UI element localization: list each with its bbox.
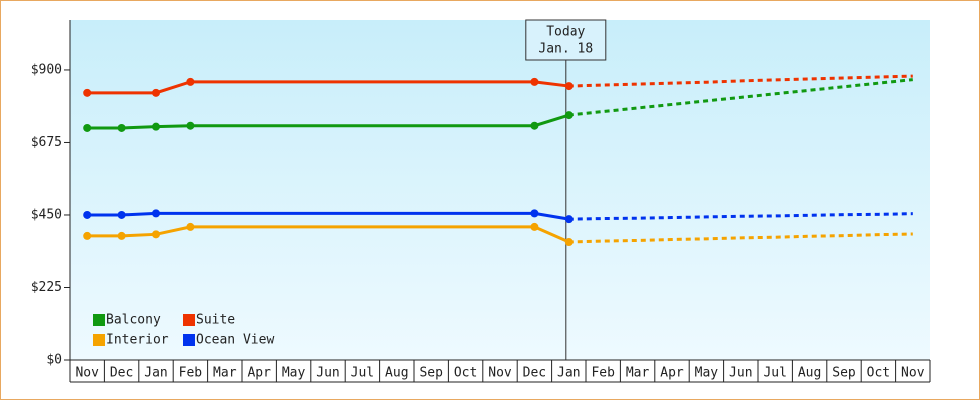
x-tick-label: Oct: [867, 366, 890, 381]
point: [83, 88, 92, 97]
legend-swatch: [93, 334, 105, 346]
point: [152, 230, 160, 239]
point: [564, 111, 573, 120]
legend-swatch: [93, 314, 105, 326]
point: [564, 82, 573, 91]
legend-swatch: [183, 334, 195, 346]
series-line: [87, 113, 570, 130]
x-tick-label: Jan: [144, 366, 167, 381]
series-line: [87, 211, 570, 221]
point: [530, 209, 539, 218]
x-tick-label: May: [695, 366, 719, 381]
x-tick-label: Jul: [763, 366, 786, 381]
today-label: Today: [546, 25, 585, 40]
today-label: Jan. 18: [538, 42, 593, 57]
x-tick-label: Mar: [626, 366, 650, 381]
x-tick-label: Jun: [729, 366, 752, 381]
legend-label: Interior: [106, 333, 169, 348]
x-tick-label: Nov: [75, 366, 99, 381]
y-tick-label: $900: [31, 62, 62, 77]
y-tick-label: $225: [31, 280, 62, 295]
x-tick-label: Sep: [419, 366, 443, 381]
x-tick-label: Jun: [316, 366, 339, 381]
x-tick-label: Jan: [557, 366, 580, 381]
x-tick-label: May: [282, 366, 306, 381]
point: [530, 222, 539, 231]
plot-area: [70, 20, 930, 360]
point: [152, 122, 160, 131]
point: [564, 238, 573, 247]
series-line: [87, 225, 570, 244]
y-tick-label: $675: [31, 135, 62, 150]
legend-label: Balcony: [106, 313, 161, 328]
projected-line: [568, 74, 913, 88]
point: [530, 121, 539, 130]
point: [117, 231, 126, 240]
series-line: [87, 80, 569, 95]
x-tick-label: Apr: [247, 366, 271, 381]
point: [117, 123, 126, 132]
projected-line: [568, 78, 913, 117]
point: [83, 123, 92, 132]
point: [186, 121, 195, 130]
x-tick-label: Dec: [110, 366, 133, 381]
point: [564, 215, 573, 224]
projected-line: [568, 212, 913, 221]
legend-label: Suite: [196, 313, 235, 328]
x-tick-label: Oct: [454, 366, 477, 381]
point: [152, 209, 160, 218]
x-tick-label: Dec: [523, 366, 546, 381]
legend-label: Ocean View: [196, 333, 274, 348]
point: [152, 88, 160, 97]
x-tick-label: Nov: [901, 366, 925, 381]
point: [186, 222, 195, 231]
today-box: [525, 19, 607, 61]
x-tick-label: Nov: [488, 366, 512, 381]
point: [530, 77, 539, 86]
x-tick-label: Mar: [213, 366, 237, 381]
y-tick-label: $450: [31, 207, 62, 222]
point: [83, 231, 92, 240]
x-tick-label: Feb: [179, 366, 203, 381]
x-tick-label: Aug: [798, 366, 821, 381]
x-tick-label: Feb: [591, 366, 615, 381]
point: [83, 210, 92, 219]
projected-line: [568, 232, 913, 244]
legend-swatch: [183, 314, 195, 326]
x-tick-label: Apr: [660, 366, 684, 381]
x-tick-label: Sep: [832, 366, 856, 381]
y-tick-label: $0: [46, 353, 62, 368]
x-tick-label: Aug: [385, 366, 408, 381]
point: [186, 77, 195, 86]
x-tick-label: Jul: [351, 366, 374, 381]
point: [117, 210, 126, 219]
